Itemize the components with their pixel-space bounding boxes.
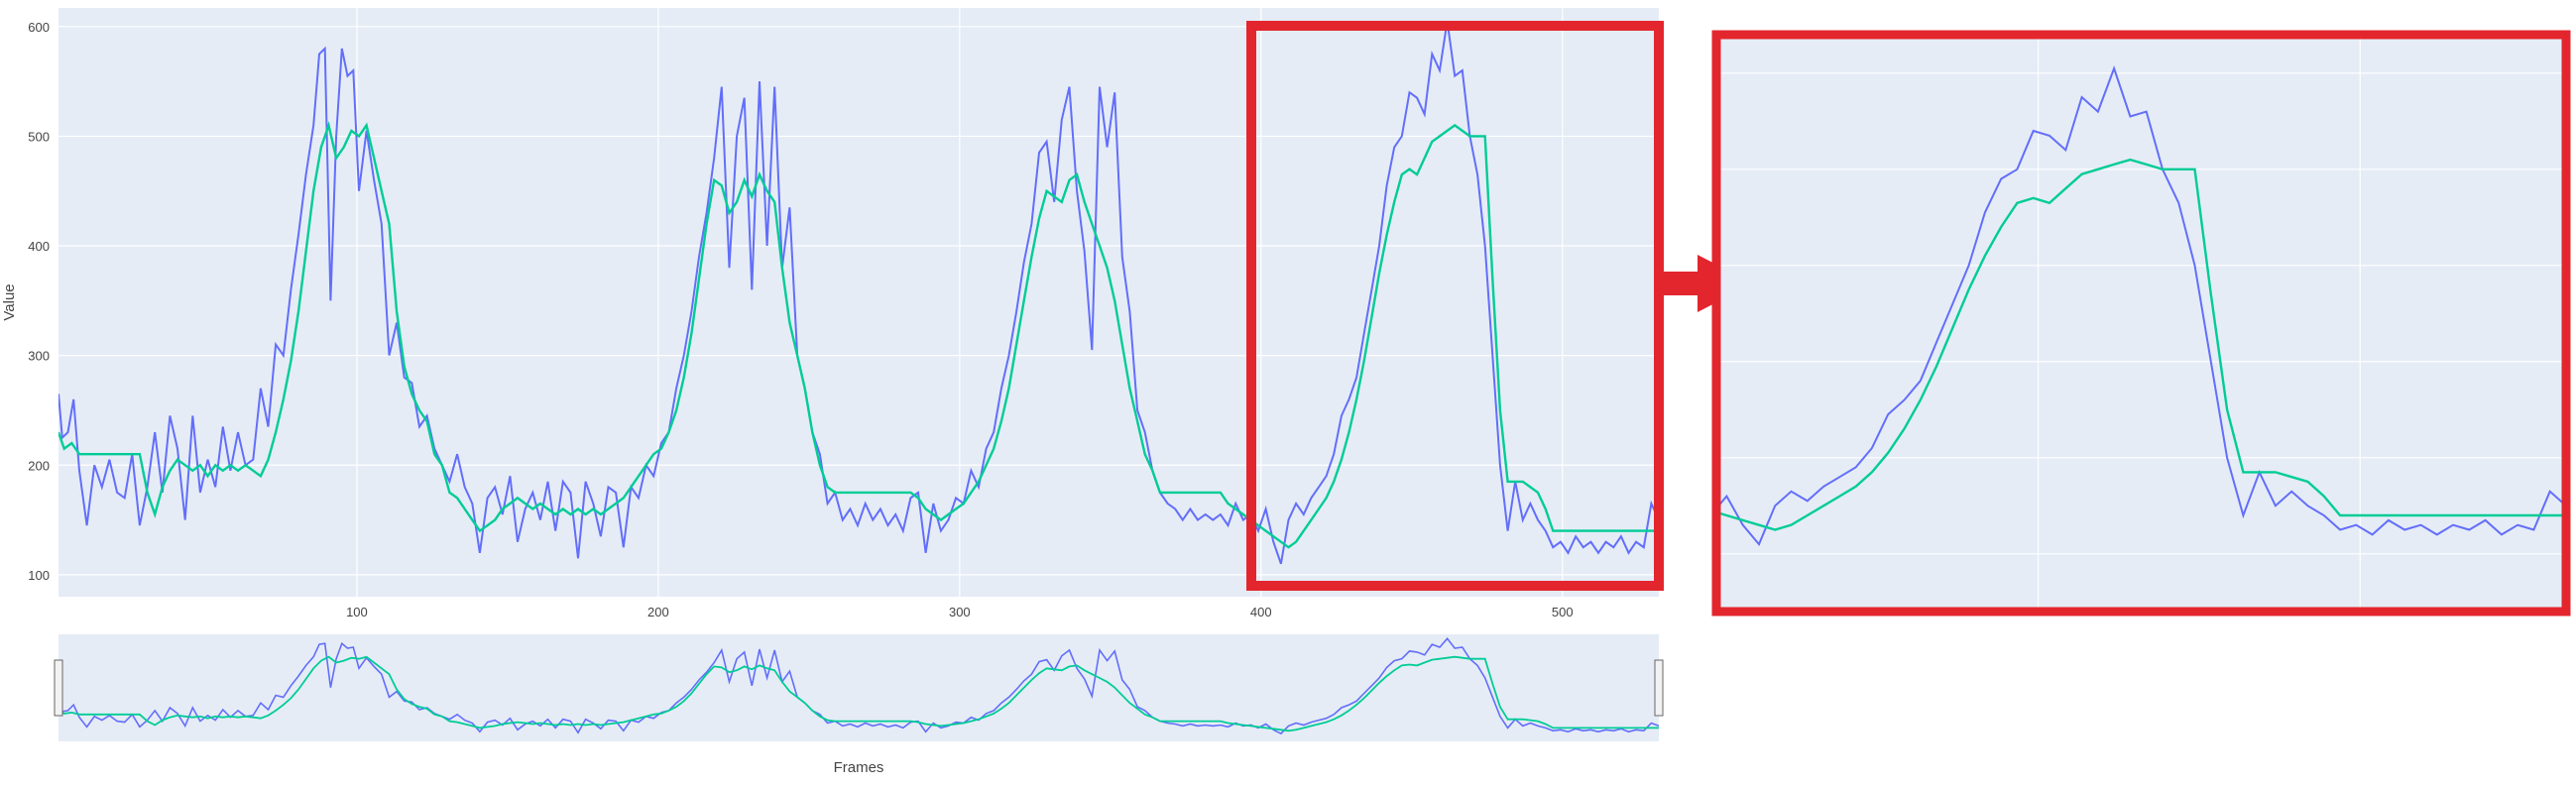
x-tick-label: 400 bbox=[1250, 605, 1272, 619]
x-tick-label: 200 bbox=[647, 605, 669, 619]
x-tick-label: 500 bbox=[1552, 605, 1574, 619]
x-tick-label: 100 bbox=[346, 605, 368, 619]
slider-raw-series-line bbox=[59, 637, 1659, 735]
main-y-ticks: 100 200 300 400 500 600 bbox=[28, 20, 50, 583]
zoomed-plot bbox=[1711, 30, 2571, 617]
range-slider[interactable]: Frames bbox=[54, 634, 1664, 776]
y-tick-label: 600 bbox=[28, 20, 50, 35]
y-axis-label: Value bbox=[1, 283, 18, 320]
main-plot-background bbox=[59, 8, 1659, 597]
main-x-ticks: 100 200 300 400 500 bbox=[346, 605, 1574, 619]
y-tick-label: 100 bbox=[28, 568, 50, 583]
main-grid bbox=[59, 8, 1659, 597]
main-plot: 100 200 300 400 500 600 100 200 300 400 500 Value bbox=[1, 8, 1659, 619]
x-tick-label: 300 bbox=[949, 605, 971, 619]
y-tick-label: 400 bbox=[28, 239, 50, 254]
main-smoothed-series-line bbox=[59, 121, 1659, 549]
main-raw-series-line bbox=[59, 21, 1659, 565]
range-slider-left-handle[interactable] bbox=[54, 659, 63, 717]
y-tick-label: 300 bbox=[28, 349, 50, 364]
y-tick-label: 200 bbox=[28, 458, 50, 473]
x-axis-label: Frames bbox=[834, 759, 884, 776]
arrow-right-icon bbox=[1659, 255, 1753, 312]
zoomed-raw-series-line bbox=[1716, 65, 2566, 547]
y-tick-label: 500 bbox=[28, 129, 50, 144]
range-slider-right-handle[interactable] bbox=[1654, 659, 1664, 717]
slider-smoothed-series-line bbox=[59, 655, 1659, 732]
range-slider-background bbox=[59, 634, 1659, 741]
zoom-region-highlight bbox=[1246, 21, 1664, 591]
zoomed-smoothed-series-line bbox=[1716, 158, 2566, 531]
zoomed-plot-frame bbox=[1711, 30, 2571, 617]
zoomed-plot-background bbox=[1716, 35, 2566, 612]
